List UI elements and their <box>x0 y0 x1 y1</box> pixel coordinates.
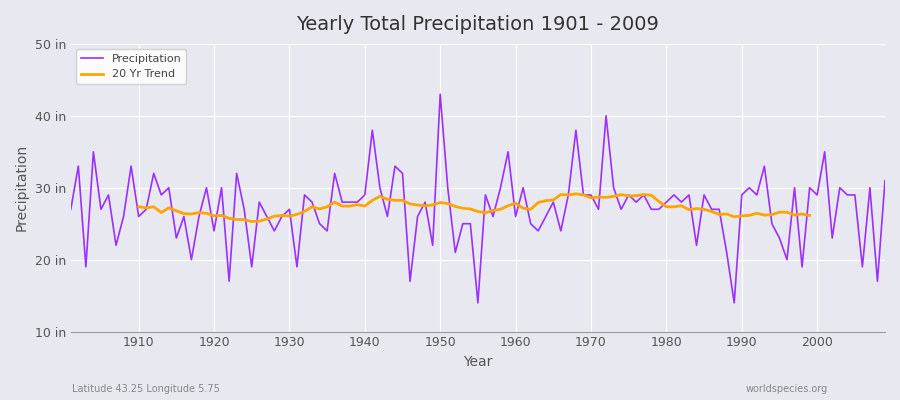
Text: Latitude 43.25 Longitude 5.75: Latitude 43.25 Longitude 5.75 <box>72 384 220 394</box>
Line: Precipitation: Precipitation <box>71 94 885 303</box>
20 Yr Trend <box>789 213 800 218</box>
Precipitation <box>66 207 77 212</box>
20 Yr Trend <box>133 204 144 209</box>
20 Yr Trend <box>706 209 717 214</box>
Precipitation <box>518 185 528 190</box>
20 Yr Trend <box>345 204 356 208</box>
20 Yr Trend <box>721 212 732 216</box>
Text: worldspecies.org: worldspecies.org <box>746 384 828 394</box>
Precipitation <box>292 264 302 269</box>
Precipitation <box>879 178 890 183</box>
Precipitation <box>616 207 626 212</box>
20 Yr Trend <box>571 192 581 196</box>
Line: 20 Yr Trend: 20 Yr Trend <box>139 194 810 222</box>
Precipitation <box>435 92 446 97</box>
20 Yr Trend <box>224 216 235 221</box>
20 Yr Trend <box>805 213 815 218</box>
Title: Yearly Total Precipitation 1901 - 2009: Yearly Total Precipitation 1901 - 2009 <box>296 15 660 34</box>
Precipitation <box>472 300 483 305</box>
Precipitation <box>126 164 137 168</box>
Precipitation <box>337 200 347 204</box>
Precipitation <box>526 221 536 226</box>
Legend: Precipitation, 20 Yr Trend: Precipitation, 20 Yr Trend <box>76 50 186 84</box>
X-axis label: Year: Year <box>464 355 492 369</box>
20 Yr Trend <box>616 192 626 197</box>
Y-axis label: Precipitation: Precipitation <box>15 144 29 231</box>
20 Yr Trend <box>247 219 257 224</box>
